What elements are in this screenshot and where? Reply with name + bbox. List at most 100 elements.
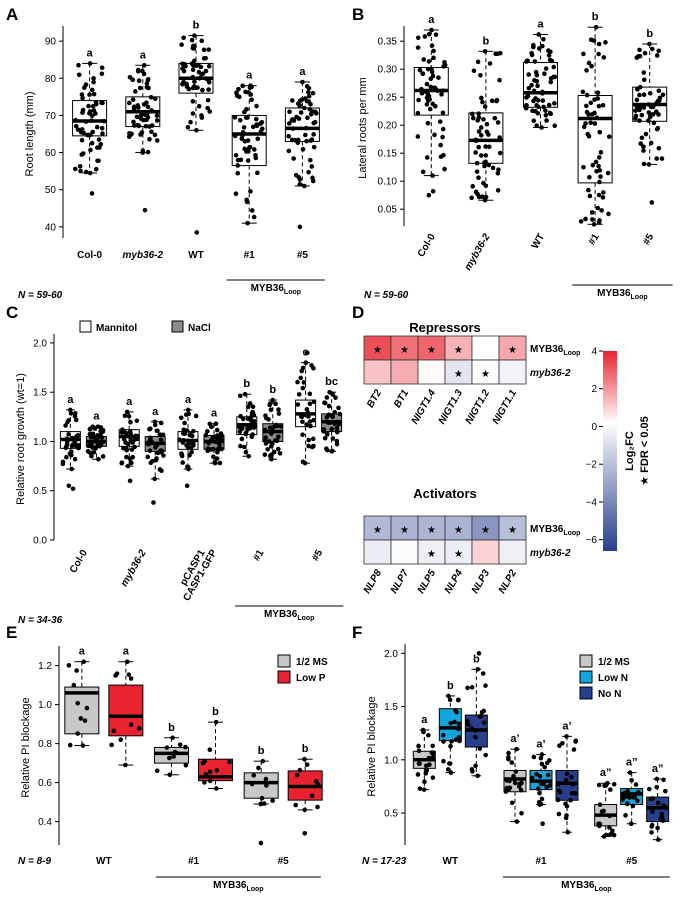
data-point: [637, 92, 642, 98]
data-point: [311, 399, 317, 405]
data-point: [474, 169, 480, 174]
data-point: [597, 179, 602, 185]
data-point: [482, 48, 488, 54]
data-point: [190, 99, 196, 104]
data-point: [601, 55, 607, 60]
data-point: [311, 443, 316, 449]
data-point: [650, 112, 656, 117]
data-point: [75, 433, 81, 438]
data-point: [154, 113, 160, 118]
data-point: [441, 758, 446, 764]
data-point: [177, 742, 183, 748]
data-point: [601, 190, 606, 195]
data-point: [456, 721, 462, 727]
data-point: [516, 784, 522, 789]
significance-letter: b: [483, 35, 490, 47]
box-1-2-ms-1: b: [154, 722, 189, 778]
data-point: [269, 441, 275, 446]
data-point: [556, 811, 562, 817]
outlier-point: [430, 188, 436, 194]
data-point: [429, 43, 435, 48]
y-tick-label: 60: [45, 148, 57, 159]
data-point: [85, 449, 91, 454]
x-category-label: #1: [244, 250, 256, 261]
data-point: [207, 778, 213, 784]
data-point: [606, 134, 612, 139]
heatmap-cell: [363, 539, 392, 565]
data-point: [91, 91, 97, 97]
data-point: [541, 36, 546, 42]
data-point: [181, 427, 187, 433]
data-point: [637, 118, 642, 123]
data-point: [533, 96, 538, 101]
data-point: [253, 116, 259, 122]
legend-swatch: [79, 320, 92, 333]
data-point: [448, 770, 454, 775]
data-point: [198, 64, 204, 70]
data-point: [641, 148, 646, 153]
panel-letter: C: [6, 303, 18, 322]
box-low-n-wt: b: [438, 680, 462, 775]
outlier-point: [151, 500, 156, 505]
data-point: [476, 115, 482, 120]
data-point: [475, 666, 481, 672]
data-point: [483, 183, 489, 189]
data-point: [242, 138, 248, 144]
data-point: [599, 809, 605, 814]
data-point: [82, 85, 87, 90]
box-1-2-ms-wt: a: [412, 714, 436, 792]
data-point: [656, 88, 662, 94]
data-point: [218, 431, 224, 436]
heatmap-cell: [498, 359, 527, 385]
data-point: [304, 422, 309, 427]
data-point: [245, 158, 251, 163]
data-point: [214, 786, 219, 791]
data-point: [529, 50, 534, 56]
data-point: [256, 765, 261, 771]
data-point: [543, 112, 549, 118]
data-point: [518, 787, 524, 793]
data-point: [608, 787, 613, 792]
data-point: [159, 468, 164, 474]
significance-letter: b: [243, 378, 250, 390]
legend-label: Low N: [598, 673, 628, 684]
data-point: [474, 160, 480, 166]
outlier-point: [194, 230, 200, 235]
data-point: [200, 87, 205, 93]
data-point: [534, 123, 539, 128]
data-point: [438, 142, 443, 148]
data-point: [478, 125, 484, 130]
data-point: [304, 98, 310, 104]
data-point: [416, 743, 421, 749]
data-point: [429, 66, 434, 72]
data-point: [482, 163, 487, 169]
data-point: [192, 33, 197, 38]
data-point: [588, 100, 594, 106]
significance-star: ★: [400, 525, 409, 536]
panel-letter: D: [352, 303, 364, 322]
data-point: [657, 95, 663, 101]
data-point: [129, 460, 134, 466]
data-point: [495, 120, 501, 125]
data-point: [205, 105, 211, 111]
data-point: [293, 802, 299, 808]
data-point: [141, 62, 147, 68]
heatmap-column-label: NIGT1.4: [410, 388, 439, 427]
data-point: [298, 375, 304, 381]
data-point: [87, 61, 93, 66]
data-point: [242, 391, 248, 397]
data-point: [586, 60, 592, 66]
data-point: [308, 423, 313, 429]
data-point: [71, 682, 77, 688]
data-point: [267, 402, 272, 408]
data-point: [432, 103, 438, 109]
y-tick-label: 0.30: [378, 65, 398, 76]
box-nacl-pcasp1casp1gfp: a: [203, 408, 225, 466]
data-point: [596, 41, 602, 47]
data-point: [91, 108, 97, 113]
data-point: [227, 759, 232, 765]
data-point: [122, 430, 128, 435]
data-point: [129, 439, 135, 444]
data-point: [183, 744, 188, 750]
